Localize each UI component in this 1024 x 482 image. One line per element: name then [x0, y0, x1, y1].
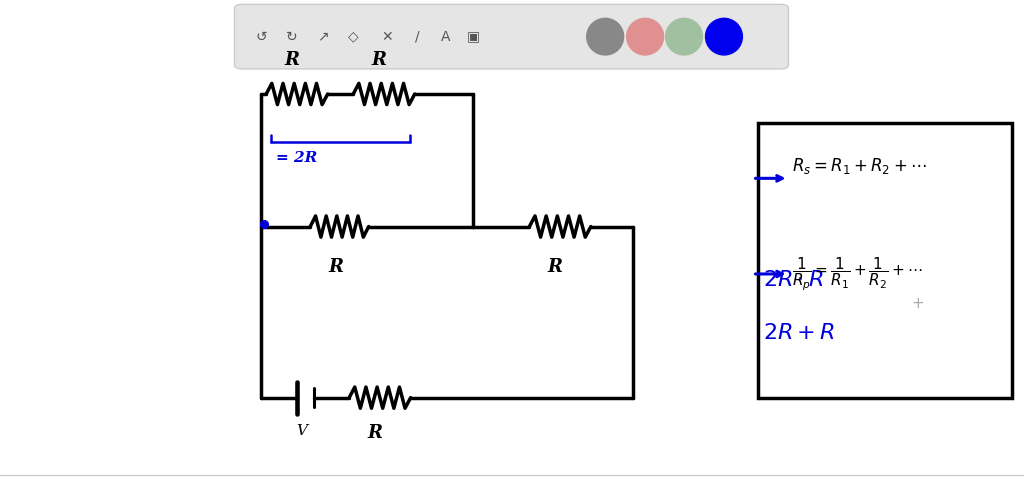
- Text: R: R: [285, 51, 299, 69]
- Text: $2R \cdot R$: $2R \cdot R$: [763, 269, 823, 290]
- Text: R: R: [368, 424, 382, 442]
- Text: A: A: [440, 29, 451, 44]
- Text: ↺: ↺: [255, 29, 267, 44]
- Text: +: +: [911, 296, 924, 311]
- Ellipse shape: [666, 18, 702, 55]
- Ellipse shape: [587, 18, 624, 55]
- Text: R: R: [548, 258, 562, 276]
- Text: R: R: [329, 258, 343, 276]
- Ellipse shape: [706, 18, 742, 55]
- FancyBboxPatch shape: [234, 4, 788, 69]
- Text: V: V: [297, 424, 307, 438]
- Text: ↻: ↻: [286, 29, 298, 44]
- Bar: [758, 123, 1012, 398]
- Text: = 2R: = 2R: [276, 151, 317, 165]
- Text: ↗: ↗: [316, 29, 329, 44]
- Text: ▣: ▣: [467, 29, 479, 44]
- Ellipse shape: [627, 18, 664, 55]
- Text: /: /: [416, 29, 420, 44]
- Text: ✕: ✕: [381, 29, 393, 44]
- Text: ◇: ◇: [348, 29, 358, 44]
- Text: $R_s = R_1 + R_2 + \cdots$: $R_s = R_1 + R_2 + \cdots$: [792, 156, 927, 176]
- Text: R: R: [372, 51, 386, 69]
- Text: $2R + R$: $2R + R$: [763, 322, 836, 343]
- Text: $\dfrac{1}{R_p} = \dfrac{1}{R_1} + \dfrac{1}{R_2} + \cdots$: $\dfrac{1}{R_p} = \dfrac{1}{R_1} + \dfra…: [792, 255, 923, 293]
